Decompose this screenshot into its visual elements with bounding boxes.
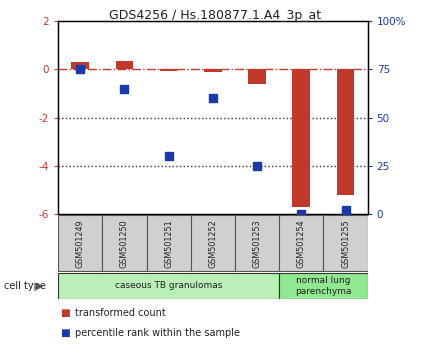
Text: cell type: cell type xyxy=(4,281,46,291)
Text: percentile rank within the sample: percentile rank within the sample xyxy=(75,328,240,338)
Text: GSM501253: GSM501253 xyxy=(252,219,261,268)
FancyBboxPatch shape xyxy=(58,215,102,272)
Text: GSM501252: GSM501252 xyxy=(209,219,217,268)
Text: normal lung
parenchyma: normal lung parenchyma xyxy=(295,276,352,296)
Point xyxy=(254,163,261,169)
Point xyxy=(77,67,83,72)
Text: GSM501255: GSM501255 xyxy=(341,219,350,268)
Text: ■: ■ xyxy=(60,308,70,318)
Text: GSM501254: GSM501254 xyxy=(297,219,306,268)
Text: GSM501250: GSM501250 xyxy=(120,219,129,268)
Text: GSM501251: GSM501251 xyxy=(164,219,173,268)
Bar xyxy=(160,69,178,71)
Bar xyxy=(204,69,222,72)
FancyBboxPatch shape xyxy=(279,273,368,299)
Text: transformed count: transformed count xyxy=(75,308,166,318)
Point xyxy=(342,207,349,213)
Bar xyxy=(248,69,266,84)
Bar xyxy=(116,61,133,69)
Bar xyxy=(337,69,354,195)
Bar xyxy=(71,62,89,69)
Point xyxy=(165,153,172,159)
Point xyxy=(209,96,216,101)
FancyBboxPatch shape xyxy=(279,215,323,272)
Text: GDS4256 / Hs.180877.1.A4_3p_at: GDS4256 / Hs.180877.1.A4_3p_at xyxy=(109,9,321,22)
FancyBboxPatch shape xyxy=(102,215,147,272)
Text: GSM501249: GSM501249 xyxy=(76,219,85,268)
FancyBboxPatch shape xyxy=(58,273,279,299)
FancyBboxPatch shape xyxy=(191,215,235,272)
FancyBboxPatch shape xyxy=(235,215,279,272)
Point xyxy=(121,86,128,92)
Text: caseous TB granulomas: caseous TB granulomas xyxy=(115,281,222,290)
Point xyxy=(298,211,305,217)
Bar xyxy=(292,69,310,207)
Text: ■: ■ xyxy=(60,328,70,338)
FancyBboxPatch shape xyxy=(147,215,191,272)
Text: ▶: ▶ xyxy=(36,281,43,291)
FancyBboxPatch shape xyxy=(323,215,368,272)
